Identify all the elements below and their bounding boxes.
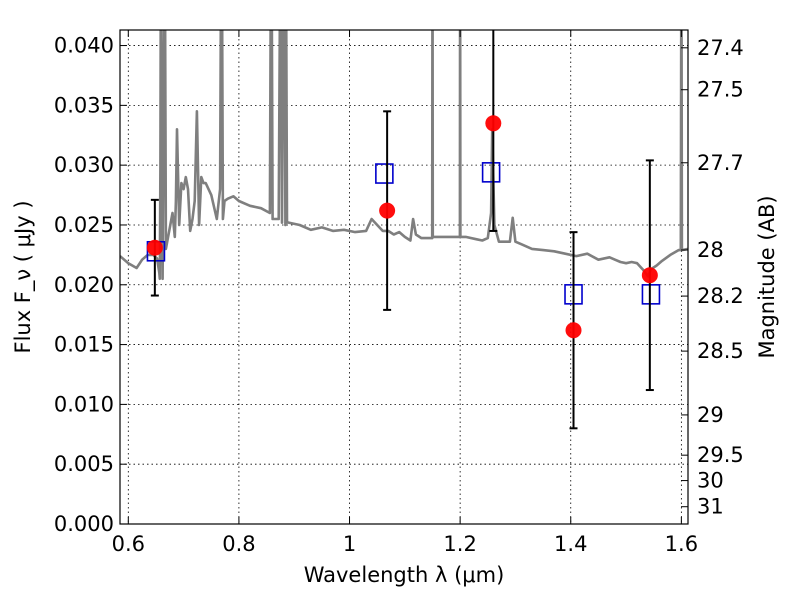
y-axis-title: Flux F_ν ( μJy ) [11,200,36,353]
points-layer [146,30,661,430]
y2-tick-label: 28.2 [697,284,744,308]
y2-tick-label: 31 [697,495,724,519]
x-tick-label: 0.6 [112,532,145,556]
y-tick-label: 0.005 [54,452,114,476]
observed-flux-point [641,267,658,284]
y-tick-label: 0.035 [54,93,114,117]
x-tick-label: 1.4 [554,532,587,556]
y2-tick-label: 27.5 [697,78,744,102]
y-tick-label: 0.025 [54,213,114,237]
x-tick-label: 0.8 [222,532,255,556]
y2-tick-label: 27.4 [697,36,744,60]
x-tick-label: 1.6 [665,532,698,556]
plot-frame [119,29,689,525]
y2-axis-title: Magnitude (AB) [755,195,779,358]
model-photometry-square [375,163,394,184]
y2-tick-label: 29.5 [697,443,744,467]
y2-tick-label: 30 [697,469,724,493]
x-tick-label: 1.2 [443,532,476,556]
y-axis: 0.000 0.005 0.010 0.015 0.020 0.025 0.030 0.035… [54,34,127,536]
observed-flux-point [379,202,396,219]
x-axis: 0.6 0.8 1 1.2 1.4 1.6 [112,30,698,556]
y2-tick-label: 28 [697,238,724,262]
x-axis-title: Wavelength λ (μm) [304,563,505,587]
y-tick-label: 0.040 [54,34,114,58]
model-photometry-square [481,162,501,183]
y2-tick-label: 27.7 [697,151,744,175]
observed-flux-point [485,115,502,132]
y-tick-label: 0.010 [54,392,114,416]
observed-flux-point [146,239,163,256]
y2-tick-label: 29 [697,403,724,427]
y-tick-label: 0.020 [54,273,114,297]
model-photometry-square [641,284,661,305]
y2-tick-label: 28.5 [697,339,744,363]
y-tick-label: 0.030 [54,153,114,177]
observed-flux-point [565,322,582,339]
y-tick-label: 0.000 [54,512,114,536]
x-tick-label: 1 [343,532,356,556]
y-tick-label: 0.015 [54,333,114,357]
